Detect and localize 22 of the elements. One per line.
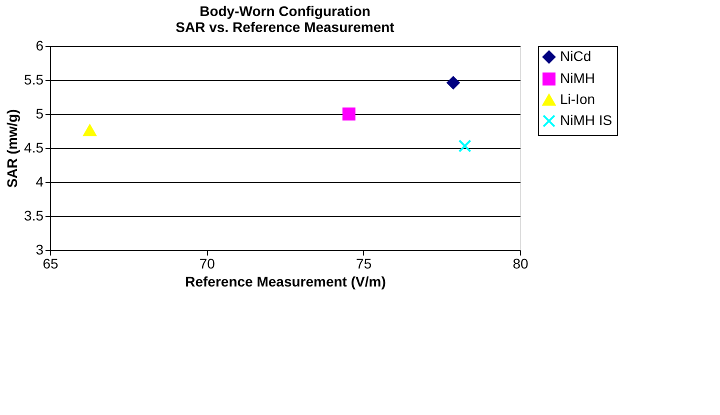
x-tick-label: 65 <box>42 256 58 272</box>
point <box>458 139 472 152</box>
y-tick-label: 5.5 <box>24 72 44 88</box>
chart-title: Body-Worn Configuration SAR vs. Reference Measurement <box>176 3 395 35</box>
y-axis-title: SAR (mw/g) <box>4 109 20 188</box>
y-tick-label: 6 <box>36 38 44 54</box>
legend-label: NiCd <box>560 48 592 64</box>
point <box>83 124 96 136</box>
point <box>446 76 460 90</box>
point <box>342 108 356 120</box>
x-tick-label: 75 <box>356 256 372 272</box>
y-tick-label: 4.5 <box>24 140 44 156</box>
y-tick-label: 5 <box>36 106 44 122</box>
y-tick-label: 3 <box>36 242 44 258</box>
x-tick-label: 80 <box>512 256 528 272</box>
x-tick-label: 70 <box>199 256 216 272</box>
x-axis-title: Reference Measurement (V/m) <box>185 274 386 290</box>
legend-label: NiMH <box>560 70 595 86</box>
y-tick-label: 4 <box>36 174 44 190</box>
legend-label: NiMH IS <box>560 112 612 128</box>
y-tick-label: 3.5 <box>24 208 44 224</box>
legend-label: Li-Ion <box>560 91 596 107</box>
